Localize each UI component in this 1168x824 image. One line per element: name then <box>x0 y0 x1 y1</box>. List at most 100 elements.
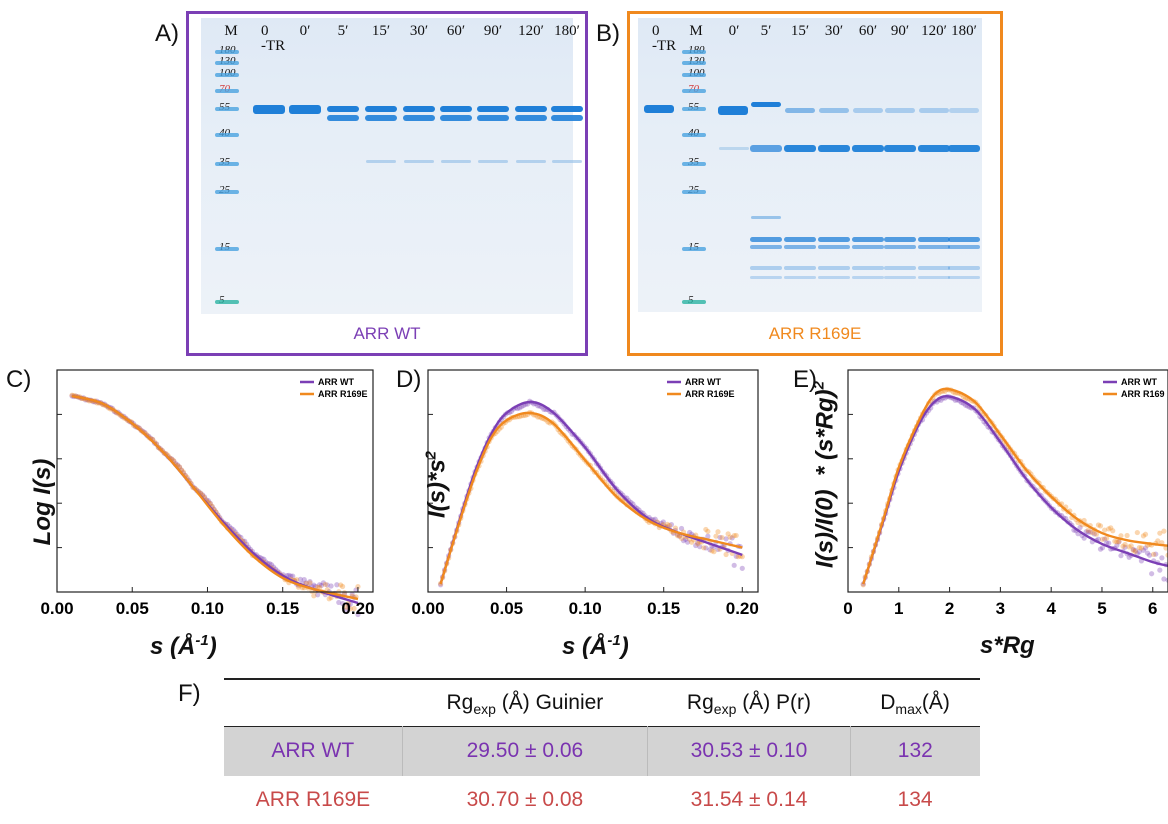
data-point <box>715 529 721 535</box>
plot-d-ylabel: I(s)*s2 <box>422 450 451 519</box>
plot-frame <box>56 369 374 593</box>
protein-band <box>919 108 949 113</box>
data-point <box>1140 533 1147 539</box>
data-point <box>1149 571 1155 577</box>
data-point <box>703 545 709 551</box>
x-tick-label: 0 <box>843 599 852 618</box>
data-point <box>336 599 342 606</box>
x-tick-label: 0.10 <box>191 599 224 618</box>
protein-band <box>784 145 816 152</box>
protein-band <box>551 115 583 121</box>
data-point <box>1104 535 1110 541</box>
data-point <box>701 545 707 551</box>
protein-band <box>948 237 980 242</box>
protein-band <box>478 160 508 163</box>
panel-label-f: F) <box>178 680 201 707</box>
data-point <box>1144 550 1151 556</box>
protein-band <box>918 245 950 249</box>
row-pr: 30.53 ± 0.10 <box>647 726 851 776</box>
marker-band <box>215 133 239 137</box>
row-dmax: 132 <box>897 739 933 763</box>
legend-label: ARR R169E <box>685 389 735 399</box>
lane-label: 180′ <box>951 23 977 39</box>
series-line <box>862 395 1168 585</box>
lane-label: 30′ <box>824 23 844 39</box>
x-tick-label: 0.05 <box>116 599 149 618</box>
data-point <box>709 548 715 554</box>
lane-label: 30′ <box>409 23 429 39</box>
marker-band <box>682 190 706 194</box>
x-tick-label: 0.20 <box>341 599 374 618</box>
protein-band <box>440 106 472 112</box>
legend-label: ARR WT <box>318 377 354 387</box>
data-point <box>1081 535 1087 541</box>
plot-frame <box>847 369 1168 593</box>
x-tick-label: 0.20 <box>726 599 759 618</box>
panel-label-c: C) <box>6 366 32 393</box>
lane-label: 15′ <box>790 23 810 39</box>
data-point <box>685 539 691 545</box>
data-point <box>664 521 670 527</box>
data-point <box>1108 525 1114 531</box>
x-tick-label: 6 <box>1148 599 1157 618</box>
marker-band <box>682 162 706 166</box>
gel-b-image: 0 -TRM0′5′15′30′60′90′120′180′1801301007… <box>638 18 982 312</box>
data-point <box>307 580 313 586</box>
protein-band <box>750 237 782 242</box>
data-point <box>347 606 353 612</box>
protein-band <box>918 237 950 242</box>
data-point <box>1130 547 1136 553</box>
protein-band <box>918 276 950 279</box>
protein-band <box>948 145 980 152</box>
data-point <box>316 582 323 588</box>
marker-band <box>215 73 239 77</box>
data-point <box>733 553 739 559</box>
data-point <box>334 582 340 588</box>
protein-band <box>552 160 582 163</box>
protein-band <box>784 266 816 270</box>
data-point <box>713 533 719 539</box>
lane-label: 0′ <box>728 23 740 39</box>
data-point <box>1099 536 1106 542</box>
legend-label: ARR WT <box>1121 377 1157 387</box>
data-point <box>340 600 346 607</box>
data-point <box>318 582 325 589</box>
x-tick-label: 0.05 <box>490 599 523 618</box>
data-point <box>516 405 523 411</box>
data-point <box>1097 523 1104 529</box>
data-point <box>1116 539 1122 545</box>
lane-label: 5′ <box>337 23 349 39</box>
protein-band <box>884 276 916 279</box>
data-point <box>731 532 737 539</box>
data-point <box>1101 536 1108 542</box>
data-point <box>1095 522 1102 528</box>
x-tick-label: 2 <box>945 599 954 618</box>
legend-label: ARR WT <box>685 377 721 387</box>
data-point <box>678 535 685 541</box>
data-point <box>682 536 689 542</box>
protein-band <box>751 102 781 107</box>
data-point <box>1126 554 1132 560</box>
gel-b-frame: 0 -TRM0′5′15′30′60′90′120′180′1801301007… <box>627 11 1003 356</box>
data-point <box>1157 530 1163 536</box>
gel-a-caption: ARR WT <box>353 324 421 343</box>
marker-band <box>215 300 239 304</box>
data-point <box>313 583 319 590</box>
data-point <box>666 522 672 529</box>
marker-band <box>682 89 706 93</box>
panel-label-a: A) <box>155 20 179 47</box>
marker-band <box>682 61 706 65</box>
protein-band <box>918 266 950 270</box>
data-point <box>1126 544 1132 550</box>
data-point <box>1114 539 1120 545</box>
data-point <box>1151 551 1157 557</box>
protein-band <box>818 266 850 270</box>
data-point <box>705 533 711 539</box>
protein-band <box>885 108 915 113</box>
data-point <box>303 580 309 586</box>
series-line <box>862 387 1168 585</box>
data-point <box>343 604 350 610</box>
protein-band <box>366 160 396 163</box>
data-point <box>1138 545 1145 551</box>
protein-band <box>852 237 884 242</box>
